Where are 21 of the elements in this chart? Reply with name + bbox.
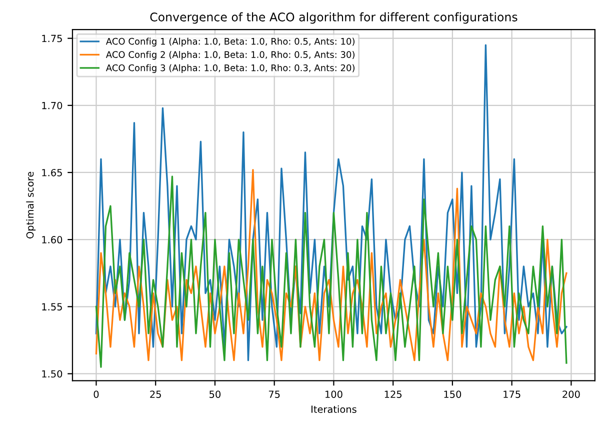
x-tick-label: 75	[268, 390, 280, 398]
legend-label: ACO Config 3 (Alpha: 1.0, Beta: 1.0, Rho: 0.3, Ants: 20)	[106, 64, 354, 73]
x-tick-label: 200	[562, 390, 580, 398]
x-tick-label: 175	[504, 390, 520, 398]
y-tick-label: 1.60	[42, 236, 62, 244]
x-tick-label: 100	[326, 390, 342, 398]
x-tick-label: 125	[384, 390, 402, 398]
y-tick-label: 1.50	[42, 370, 62, 378]
legend-label: ACO Config 1 (Alpha: 1.0, Beta: 1.0, Rho: 0.5, Ants: 10)	[106, 38, 354, 46]
legend-label: ACO Config 2 (Alpha: 1.0, Beta: 1.0, Rho: 0.5, Ants: 30)	[106, 50, 354, 60]
y-tick-label: 1.65	[42, 168, 62, 176]
x-tick-label: 50	[210, 390, 221, 398]
y-tick-label: 1.70	[42, 102, 62, 110]
y-axis-title: Optimal score	[26, 172, 36, 238]
x-tick-label: 25	[150, 390, 161, 398]
y-tick-label: 1.75	[42, 34, 62, 42]
x-axis-title: Iterations	[312, 405, 356, 413]
x-tick-label: 0	[94, 390, 99, 398]
y-tick-label: 1.55	[42, 303, 62, 310]
x-tick-label: 150	[444, 390, 462, 398]
chart-title: Convergence of the ACO algorithm for different configurations	[150, 12, 518, 24]
